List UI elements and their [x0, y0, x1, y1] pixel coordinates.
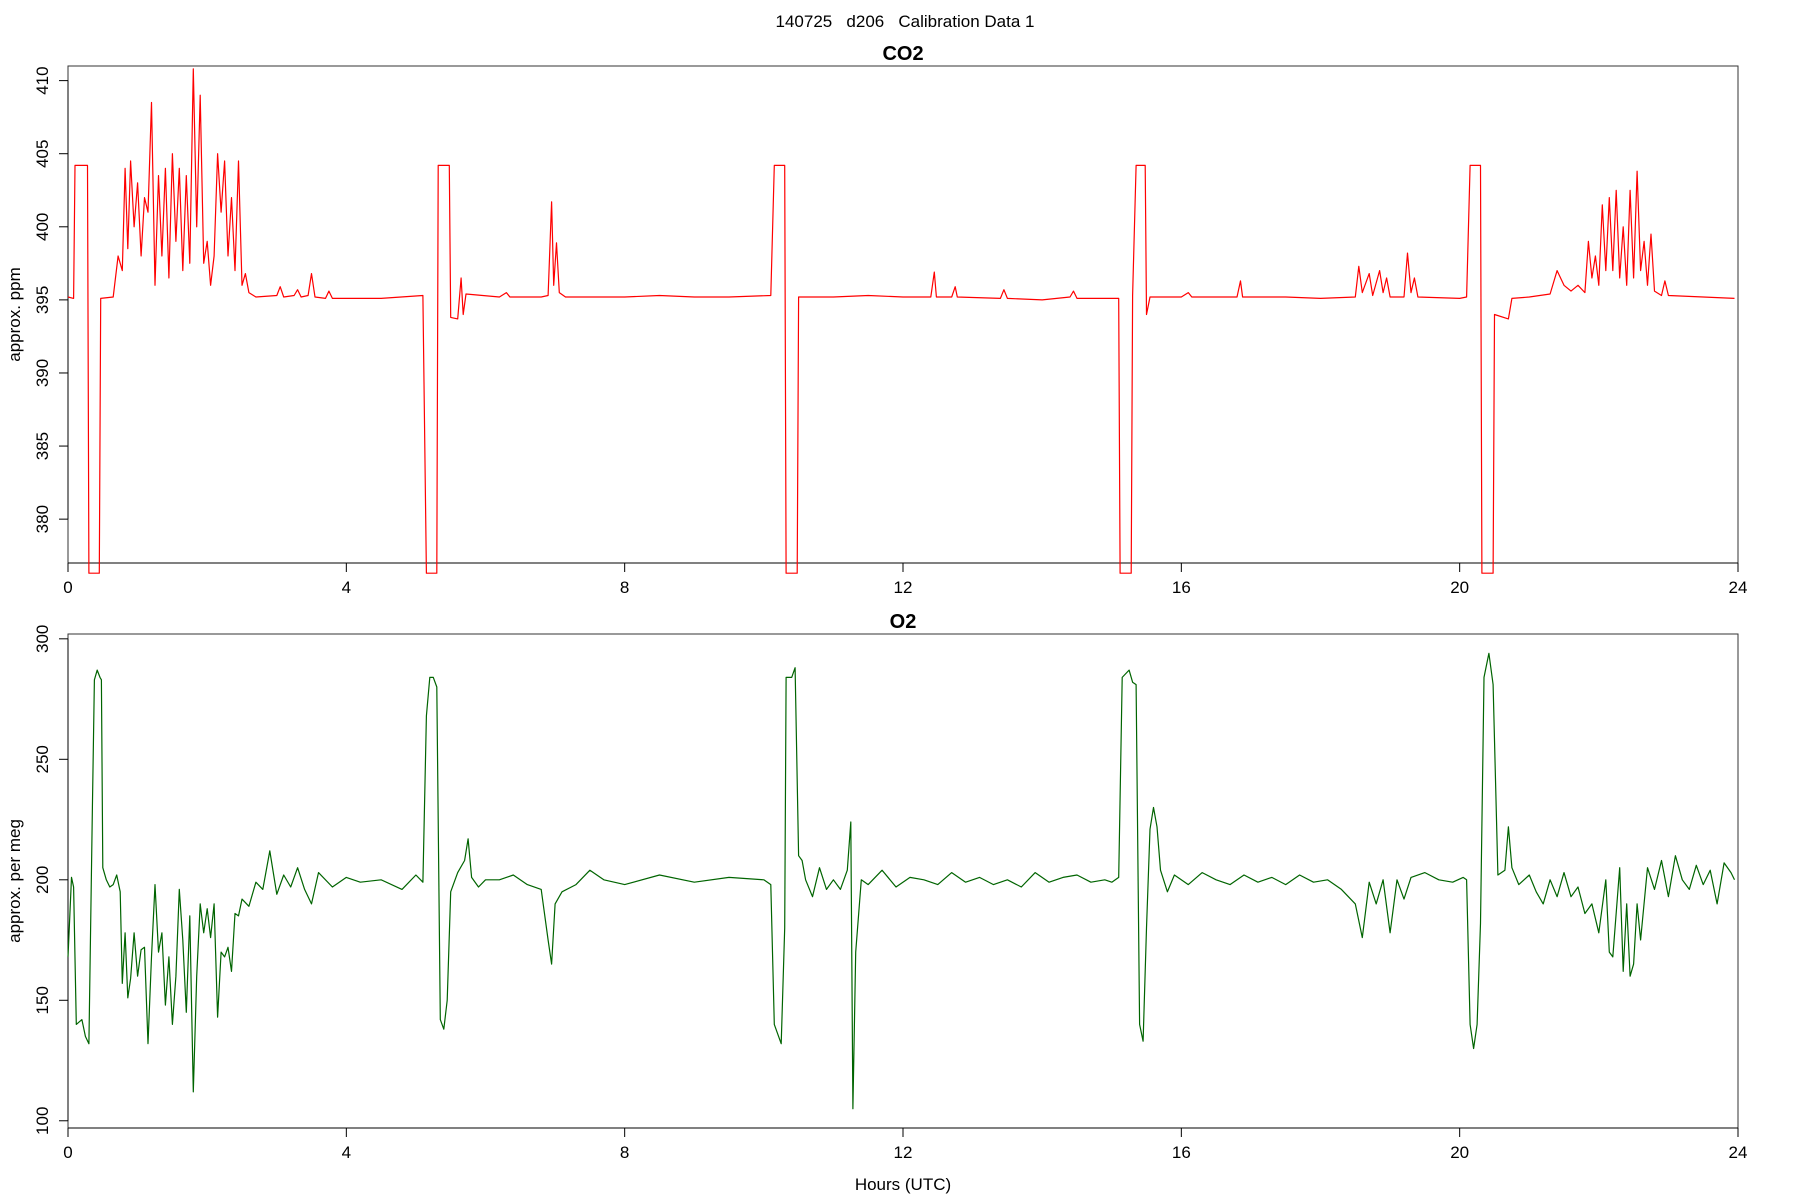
co2-y-tick-label: 380 — [33, 505, 52, 533]
co2-y-tick-label: 405 — [33, 140, 52, 168]
co2-y-tick-label: 395 — [33, 286, 52, 314]
co2-x-tick-label: 0 — [63, 578, 72, 597]
o2-x-tick-label: 0 — [63, 1143, 72, 1162]
co2-y-tick-label: 400 — [33, 213, 52, 241]
o2-chart-title: O2 — [890, 611, 917, 633]
co2-series-line — [67, 68, 1735, 574]
co2-x-tick-label: 8 — [620, 578, 629, 597]
o2-x-tick-label: 12 — [894, 1143, 913, 1162]
co2-plot-frame — [67, 65, 1739, 564]
o2-x-tick-label: 20 — [1450, 1143, 1469, 1162]
co2-x-tick-label: 12 — [894, 578, 913, 597]
o2-x-axis-label: Hours (UTC) — [855, 1175, 951, 1194]
o2-y-tick-label: 200 — [33, 866, 52, 894]
co2-y-tick-label: 410 — [33, 66, 52, 94]
o2-y-tick-label: 150 — [33, 986, 52, 1014]
co2-x-tick-label: 20 — [1450, 578, 1469, 597]
co2-y-axis-label: approx. ppm — [5, 267, 24, 362]
o2-x-tick-label: 24 — [1729, 1143, 1748, 1162]
o2-plot-frame — [67, 633, 1739, 1129]
o2-y-tick-label: 250 — [33, 745, 52, 773]
o2-x-tick-label: 8 — [620, 1143, 629, 1162]
co2-y-tick-label: 390 — [33, 359, 52, 387]
co2-x-tick-label: 24 — [1729, 578, 1748, 597]
co2-x-tick-label: 4 — [342, 578, 351, 597]
co2-y-tick-label: 385 — [33, 432, 52, 460]
co2-panel: CO2 0 4 8 12 16 20 24 380 385 390 395 400 405 410 appro… — [5, 43, 1747, 597]
o2-y-tick-label: 100 — [33, 1107, 52, 1135]
o2-y-axis-label: approx. per meg — [5, 819, 24, 943]
o2-y-tick-label: 300 — [33, 625, 52, 653]
o2-panel: O2 0 4 8 12 16 20 24 100 150 200 250 300 approx. per … — [5, 611, 1747, 1194]
o2-x-tick-label: 4 — [342, 1143, 351, 1162]
co2-chart-title: CO2 — [882, 43, 923, 65]
page-title: 140725 d206 Calibration Data 1 — [776, 12, 1035, 31]
o2-x-tick-label: 16 — [1172, 1143, 1191, 1162]
co2-x-tick-label: 16 — [1172, 578, 1191, 597]
o2-series-line — [67, 652, 1736, 1110]
